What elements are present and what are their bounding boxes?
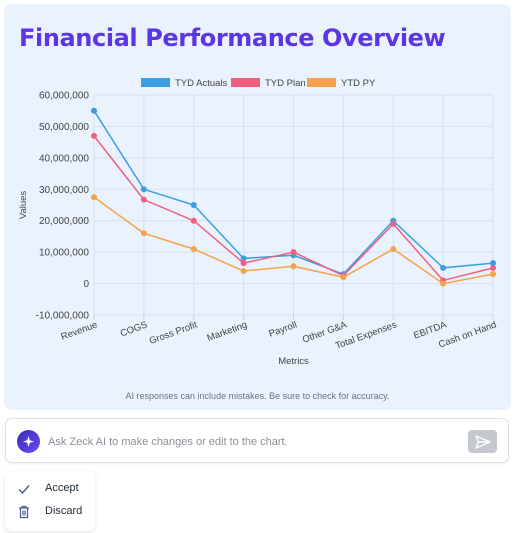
legend-swatch: [231, 78, 260, 87]
x-tick-label: Revenue: [60, 319, 99, 342]
data-point: [240, 260, 247, 267]
y-tick-label: 40,000,000: [39, 153, 89, 164]
discard-button[interactable]: Discard: [5, 500, 95, 524]
x-tick-label: COGS: [119, 319, 149, 339]
action-menu: Accept Discard: [5, 471, 95, 531]
data-point: [440, 264, 447, 271]
data-point: [240, 255, 247, 262]
send-icon: [474, 434, 491, 449]
legend-swatch: [141, 78, 170, 87]
data-point: [390, 246, 397, 252]
x-axis-title: Metrics: [278, 356, 309, 367]
y-tick-label: -10,000,000: [36, 311, 90, 322]
y-tick-label: 20,000,000: [39, 216, 89, 227]
x-tick-label: Cash on Hand: [437, 319, 498, 350]
trash-icon: [19, 505, 29, 519]
data-point: [490, 260, 496, 267]
x-tick-label: Gross Profit: [148, 319, 199, 347]
ai-prompt-input[interactable]: [46, 429, 450, 455]
legend-swatch: [307, 78, 336, 87]
data-point: [440, 280, 447, 287]
data-point: [190, 246, 197, 252]
x-tick-label: Payroll: [267, 319, 298, 339]
data-point: [140, 196, 147, 203]
ai-sparkle-icon: [17, 430, 40, 453]
x-tick-label: Marketing: [206, 319, 249, 344]
data-point: [140, 186, 147, 193]
data-point: [91, 107, 97, 114]
data-point: [240, 268, 247, 274]
data-point: [290, 263, 297, 270]
y-axis-title: Values: [18, 191, 29, 220]
chart-title: Financial Performance Overview: [19, 24, 446, 52]
line-chart: -10,000,000 0 10,000,000 20,000,000 30,000,0…: [18, 78, 498, 367]
legend-label: TYD Actuals: [175, 78, 228, 89]
data-point: [140, 230, 147, 237]
legend-label: YTD PY: [341, 78, 376, 89]
check-icon: [18, 485, 30, 495]
accept-label: Accept: [45, 482, 79, 494]
y-tick-label: 60,000,000: [39, 91, 89, 102]
data-point: [190, 202, 197, 208]
data-point: [390, 220, 397, 227]
send-button[interactable]: [468, 430, 497, 453]
y-tick-label: 10,000,000: [39, 248, 89, 259]
accept-button[interactable]: Accept: [5, 477, 95, 501]
data-point: [490, 271, 496, 278]
data-point: [91, 132, 97, 139]
ai-disclaimer: AI responses can include mistakes. Be su…: [125, 391, 390, 401]
data-point: [290, 249, 297, 256]
data-point: [490, 264, 496, 271]
y-tick-label: 0: [83, 279, 89, 290]
y-tick-label: 30,000,000: [39, 185, 89, 196]
data-point: [190, 217, 197, 224]
data-point: [340, 274, 347, 281]
data-point: [91, 194, 97, 201]
ai-prompt-bar: [5, 418, 509, 463]
chart-card: Financial Performance Overview -10,000,0…: [4, 4, 511, 410]
legend-label: TYD Plan: [265, 78, 306, 89]
discard-label: Discard: [45, 505, 83, 517]
y-tick-label: 50,000,000: [39, 122, 89, 133]
